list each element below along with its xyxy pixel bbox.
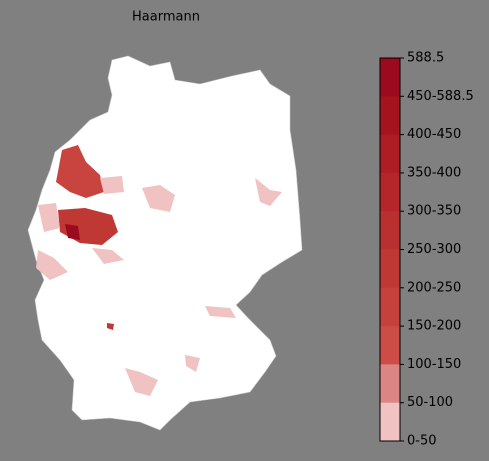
country-outline bbox=[27, 55, 303, 431]
colorbar-label: 50-100 bbox=[407, 395, 453, 410]
region bbox=[92, 248, 124, 264]
germany-map bbox=[27, 55, 303, 431]
colorbar-label: 588.5 bbox=[407, 51, 444, 66]
region bbox=[125, 368, 158, 396]
colorbar-label: 250-300 bbox=[407, 242, 461, 257]
colorbar-band bbox=[380, 287, 400, 327]
map-title: Haarmann bbox=[132, 10, 200, 25]
colorbar-band bbox=[380, 249, 400, 289]
colorbar-label: 300-350 bbox=[407, 204, 461, 219]
colorbar-label: 200-250 bbox=[407, 280, 461, 295]
colorbar-label: 150-200 bbox=[407, 319, 461, 334]
region bbox=[255, 178, 282, 206]
colorbar: 588.5 450-588.5 400-450 350-400 300-350 250-3… bbox=[379, 51, 474, 449]
colorbar-label: 400-450 bbox=[407, 127, 461, 142]
colorbar-label: 100-150 bbox=[407, 357, 461, 372]
region bbox=[65, 224, 80, 240]
region bbox=[185, 355, 200, 372]
colorbar-label: 450-588.5 bbox=[407, 89, 474, 104]
region bbox=[205, 306, 236, 318]
colorbar-band bbox=[380, 402, 400, 442]
colorbar-band bbox=[380, 134, 400, 174]
region bbox=[36, 250, 68, 280]
region bbox=[142, 185, 175, 212]
colorbar-band bbox=[380, 96, 400, 136]
region bbox=[56, 145, 104, 198]
colorbar-band bbox=[380, 172, 400, 212]
region bbox=[38, 203, 60, 232]
colorbar-band bbox=[380, 58, 400, 97]
colorbar-band bbox=[380, 364, 400, 404]
colorbar-band bbox=[380, 326, 400, 365]
region bbox=[107, 323, 114, 330]
region bbox=[100, 176, 124, 194]
colorbar-band bbox=[380, 211, 400, 250]
colorbar-label: 0-50 bbox=[407, 434, 437, 449]
colorbar-label: 350-400 bbox=[407, 165, 461, 180]
